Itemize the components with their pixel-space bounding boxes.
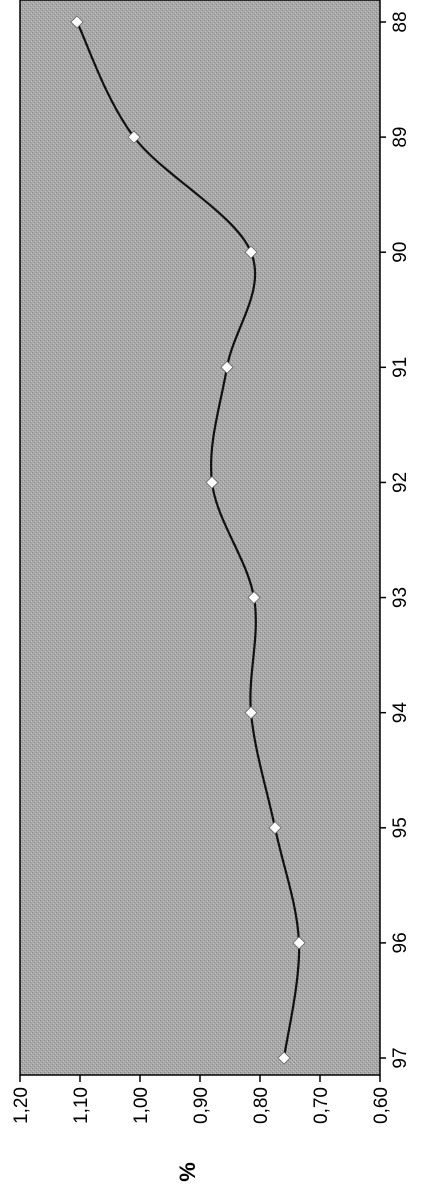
series-line bbox=[76, 21, 301, 1059]
y-tick-label: 0,70 bbox=[311, 1087, 332, 1124]
data-point-marker bbox=[268, 821, 282, 835]
data-point-marker bbox=[292, 936, 306, 950]
y-axis-title: % bbox=[175, 1162, 200, 1182]
data-point-marker bbox=[247, 590, 261, 605]
x-tick-label: 97 bbox=[390, 1047, 411, 1068]
y-tick-label: 1,20 bbox=[11, 1087, 32, 1124]
data-point-marker bbox=[70, 15, 84, 29]
y-tick-label: 0,60 bbox=[371, 1087, 392, 1124]
x-tick-label: 93 bbox=[390, 587, 411, 608]
x-tick-label: 89 bbox=[390, 127, 411, 148]
data-point-marker bbox=[244, 706, 258, 720]
y-tick-label: 0,90 bbox=[191, 1087, 212, 1124]
x-tick-label: 94 bbox=[390, 702, 411, 724]
x-tick-label: 88 bbox=[390, 11, 411, 32]
data-point-marker bbox=[220, 360, 234, 374]
x-axis: 88 89 90 91 92 93 94 95 96 97 bbox=[380, 11, 411, 1069]
data-point-marker bbox=[127, 130, 141, 144]
x-tick-label: 96 bbox=[390, 932, 411, 953]
y-tick-label: 1,00 bbox=[131, 1087, 152, 1124]
plot-area bbox=[19, 0, 381, 1076]
data-point-marker bbox=[244, 245, 258, 259]
x-tick-label: 92 bbox=[390, 472, 411, 493]
data-point-marker bbox=[277, 1051, 291, 1065]
y-tick-label: 0,80 bbox=[251, 1087, 272, 1124]
data-point-marker bbox=[205, 475, 219, 490]
y-axis: 1,20 1,10 1,00 0,90 0,80 0,70 0,60 bbox=[11, 1075, 392, 1124]
x-tick-label: 91 bbox=[390, 357, 411, 378]
series-markers bbox=[70, 15, 306, 1065]
y-tick-label: 1,10 bbox=[71, 1087, 92, 1124]
x-tick-label: 95 bbox=[390, 817, 411, 838]
x-tick-label: 90 bbox=[390, 242, 411, 263]
